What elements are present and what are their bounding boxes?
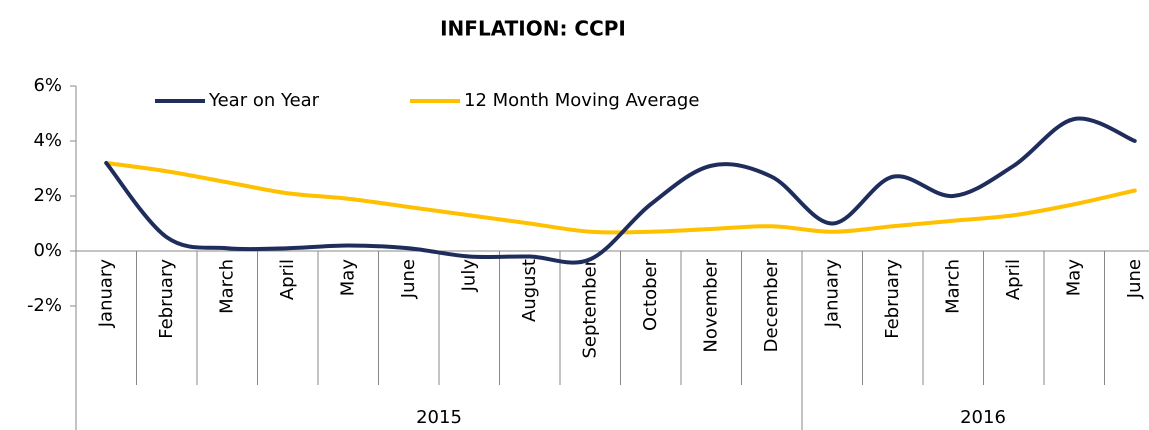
- x-tick-label: January: [821, 259, 842, 329]
- x-tick-label: March: [216, 259, 237, 314]
- x-tick-label: May: [1063, 259, 1084, 297]
- y-tick-label: 4%: [33, 130, 62, 151]
- x-tick-label: June: [1124, 259, 1145, 299]
- group-label: 2015: [416, 407, 462, 428]
- series-line: [104, 161, 1137, 235]
- x-tick-label: October: [640, 258, 661, 331]
- group-label: 2016: [960, 407, 1006, 428]
- x-tick-label: March: [942, 259, 963, 314]
- x-tick-label: April: [277, 259, 298, 300]
- series-line: [104, 116, 1137, 265]
- x-tick-label: December: [761, 258, 782, 352]
- x-tick-label: July: [458, 259, 479, 293]
- y-tick-label: -2%: [27, 295, 62, 316]
- x-tick-label: February: [156, 259, 177, 339]
- x-tick-label: April: [1003, 259, 1024, 300]
- legend-label: Year on Year: [208, 90, 320, 111]
- x-tick-label: August: [519, 259, 540, 322]
- y-tick-label: 0%: [33, 240, 62, 261]
- x-tick-label: June: [398, 259, 419, 299]
- chart-title: INFLATION: CCPI: [440, 17, 626, 41]
- x-tick-label: February: [882, 259, 903, 339]
- x-tick-label: September: [579, 258, 600, 358]
- x-tick-label: November: [700, 258, 721, 352]
- x-tick-label: May: [337, 259, 358, 297]
- y-tick-label: 2%: [33, 185, 62, 206]
- x-tick-label: January: [95, 259, 116, 329]
- legend-label: 12 Month Moving Average: [464, 90, 699, 111]
- y-tick-label: 6%: [33, 75, 62, 96]
